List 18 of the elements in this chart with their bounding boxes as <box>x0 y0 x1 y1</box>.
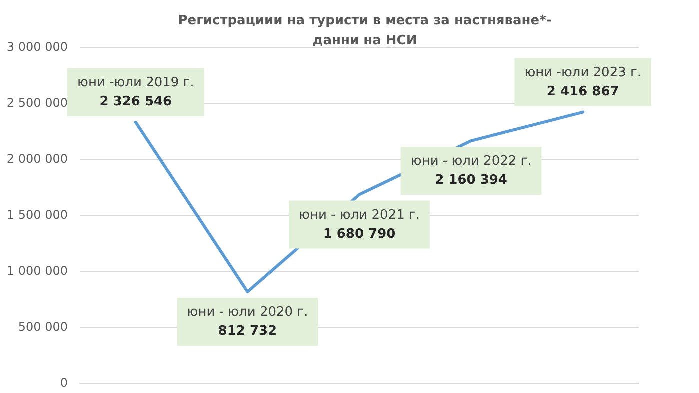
x-tick-label: юни - юли 2020 г. <box>187 304 308 320</box>
x-tick-label: юни - юли 2021 г. <box>299 208 420 223</box>
data-label: 1 680 790 <box>323 226 396 242</box>
y-tick-label: 1 000 000 <box>6 264 68 278</box>
data-label: 2 326 546 <box>100 94 172 110</box>
y-tick-label: 500 000 <box>18 320 68 334</box>
data-label: 2 160 394 <box>435 173 508 188</box>
data-label: 2 416 867 <box>546 84 620 100</box>
data-label: 812 732 <box>218 324 278 339</box>
y-tick-label: 0 <box>60 376 68 390</box>
x-tick-label: юни -юли 2019 г. <box>78 75 194 90</box>
x-tick-label: юни - юли 2022 г. <box>410 154 532 170</box>
y-tick-label: 3 000 000 <box>6 40 68 54</box>
y-tick-label: 2 500 000 <box>6 96 68 110</box>
x-tick-label: юни -юли 2023 г. <box>524 65 642 80</box>
y-tick-label: 2 000 000 <box>6 152 68 166</box>
chart-title: Регистрациии на туристи в места за настняване*- данни на НСИ <box>178 14 552 48</box>
y-tick-label: 1 500 000 <box>6 208 68 222</box>
